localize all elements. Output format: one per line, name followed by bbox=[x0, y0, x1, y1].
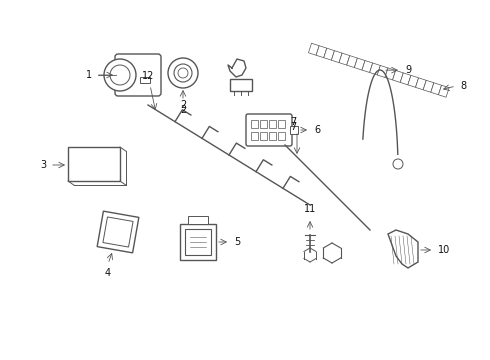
Bar bbox=[278, 132, 285, 140]
FancyBboxPatch shape bbox=[115, 54, 161, 96]
Polygon shape bbox=[388, 230, 418, 268]
Circle shape bbox=[168, 58, 198, 88]
Bar bbox=[260, 120, 267, 128]
Text: 12: 12 bbox=[142, 71, 154, 81]
Circle shape bbox=[174, 64, 192, 82]
Bar bbox=[269, 120, 276, 128]
Bar bbox=[185, 229, 211, 255]
Circle shape bbox=[104, 59, 136, 91]
Bar bbox=[260, 132, 267, 140]
Polygon shape bbox=[392, 71, 403, 82]
Polygon shape bbox=[347, 55, 357, 68]
Bar bbox=[251, 120, 258, 128]
Bar bbox=[97, 211, 139, 253]
Text: 4: 4 bbox=[105, 268, 111, 278]
Bar bbox=[68, 147, 120, 181]
Polygon shape bbox=[362, 60, 373, 72]
Polygon shape bbox=[316, 46, 327, 58]
Bar bbox=[103, 217, 133, 247]
Polygon shape bbox=[324, 48, 335, 60]
Circle shape bbox=[178, 68, 188, 78]
Polygon shape bbox=[339, 53, 350, 65]
Circle shape bbox=[110, 65, 130, 85]
Text: 10: 10 bbox=[438, 245, 450, 255]
Polygon shape bbox=[408, 75, 418, 87]
Text: 2: 2 bbox=[180, 105, 186, 115]
Polygon shape bbox=[385, 68, 395, 80]
Polygon shape bbox=[431, 83, 441, 95]
Text: 5: 5 bbox=[234, 237, 240, 247]
Polygon shape bbox=[369, 63, 380, 75]
Text: 3: 3 bbox=[40, 160, 46, 170]
Polygon shape bbox=[331, 51, 342, 63]
Text: 11: 11 bbox=[304, 204, 316, 214]
Polygon shape bbox=[439, 85, 449, 97]
Bar bbox=[269, 132, 276, 140]
Polygon shape bbox=[377, 66, 388, 77]
Bar bbox=[188, 216, 208, 224]
Bar bbox=[180, 224, 216, 260]
Bar bbox=[251, 132, 258, 140]
Bar bbox=[290, 126, 298, 134]
Text: 8: 8 bbox=[460, 81, 466, 91]
Text: 6: 6 bbox=[314, 125, 320, 135]
Polygon shape bbox=[416, 78, 426, 90]
Bar bbox=[278, 120, 285, 128]
Polygon shape bbox=[309, 43, 319, 55]
Text: 7: 7 bbox=[290, 117, 296, 127]
Text: 2: 2 bbox=[180, 100, 186, 110]
Bar bbox=[230, 79, 252, 91]
Text: 7: 7 bbox=[290, 122, 296, 132]
FancyBboxPatch shape bbox=[246, 114, 292, 146]
Text: 9: 9 bbox=[405, 65, 411, 75]
Polygon shape bbox=[400, 73, 411, 85]
Circle shape bbox=[393, 159, 403, 169]
Polygon shape bbox=[354, 58, 365, 70]
Bar bbox=[140, 77, 150, 83]
Text: 1: 1 bbox=[86, 70, 92, 80]
Polygon shape bbox=[423, 80, 434, 92]
